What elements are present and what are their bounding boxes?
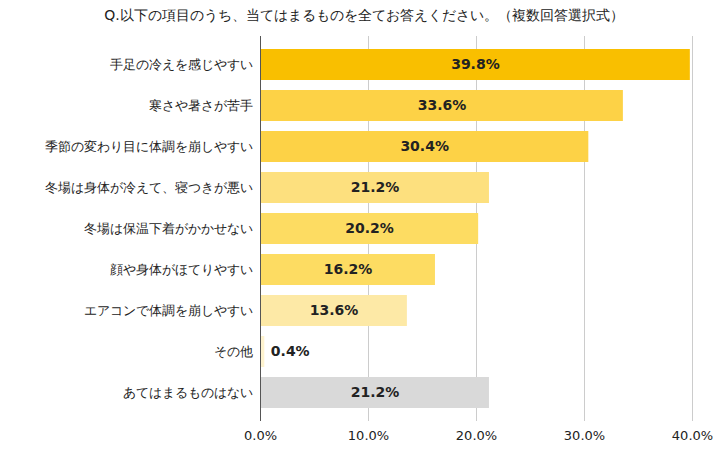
- svg-text:顔や身体がほてりやすい: 顔や身体がほてりやすい: [110, 262, 253, 277]
- svg-text:39.8%: 39.8%: [451, 56, 500, 72]
- svg-text:寒さや暑さが苦手: 寒さや暑さが苦手: [149, 98, 253, 113]
- svg-text:その他: その他: [214, 344, 253, 359]
- svg-text:13.6%: 13.6%: [310, 302, 359, 318]
- svg-text:30.0%: 30.0%: [564, 428, 605, 443]
- svg-text:30.4%: 30.4%: [400, 138, 449, 154]
- svg-text:40.0%: 40.0%: [672, 428, 713, 443]
- svg-text:エアコンで体調を崩しやすい: エアコンで体調を崩しやすい: [84, 303, 253, 318]
- svg-text:冬場は保温下着がかかせない: 冬場は保温下着がかかせない: [84, 221, 253, 236]
- svg-text:21.2%: 21.2%: [351, 179, 400, 195]
- svg-text:20.0%: 20.0%: [456, 428, 497, 443]
- html-text:Q.以下の項目のうち、当てはまるものを全てお答えください。（: Q.以下の項目のうち、当てはまるものを全てお答えください。（複数回答選択式）: [104, 7, 624, 23]
- svg-text:21.2%: 21.2%: [351, 384, 400, 400]
- svg-text:冬場は身体が冷えて、寝つきが悪い: 冬場は身体が冷えて、寝つきが悪い: [45, 180, 253, 195]
- svg-text:10.0%: 10.0%: [348, 428, 389, 443]
- svg-text:0.4%: 0.4%: [271, 343, 310, 359]
- svg-text:33.6%: 33.6%: [418, 97, 467, 113]
- svg-text:あてはまるものはない: あてはまるものはない: [123, 385, 253, 400]
- svg-text:手足の冷えを感じやすい: 手足の冷えを感じやすい: [110, 57, 253, 72]
- svg-text:季節の変わり目に体調を崩しやすい: 季節の変わり目に体調を崩しやすい: [45, 139, 253, 154]
- svg-text:16.2%: 16.2%: [324, 261, 373, 277]
- svg-text:20.2%: 20.2%: [345, 220, 394, 236]
- svg-text:0.0%: 0.0%: [244, 428, 277, 443]
